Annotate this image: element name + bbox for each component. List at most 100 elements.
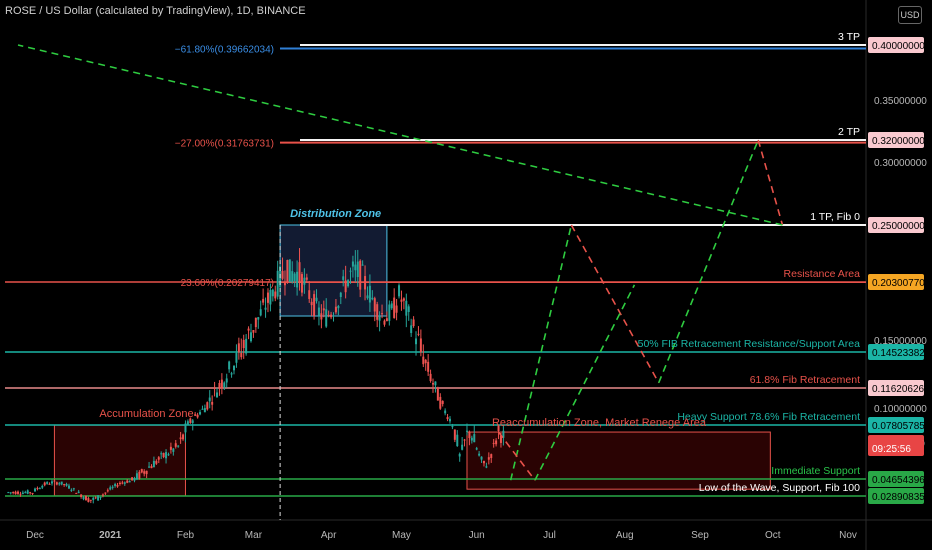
candle-body	[82, 496, 85, 500]
level-label-3: −27.00%(0.31763731)	[175, 139, 274, 150]
x-tick-label: 2021	[99, 530, 122, 541]
projection-path-0	[509, 224, 573, 481]
candle-body	[177, 445, 180, 447]
candle-body	[106, 490, 109, 492]
candle-body	[121, 482, 124, 484]
candle-body	[441, 400, 444, 404]
candle-body	[286, 259, 289, 282]
price-tag-6: 0.07805785	[872, 421, 925, 432]
x-tick-label: Jun	[469, 530, 485, 541]
candle-body	[201, 408, 204, 410]
candle-body	[38, 488, 41, 490]
candle-body	[75, 492, 78, 494]
candle-body	[448, 418, 451, 422]
candle-body	[381, 313, 384, 315]
candle-body	[131, 477, 134, 481]
candle-body	[393, 297, 396, 318]
x-tick-label: Aug	[616, 530, 634, 541]
candle-body	[138, 471, 141, 479]
candle-body	[296, 271, 299, 288]
currency-button[interactable]: USD	[898, 6, 922, 24]
candle-body	[213, 387, 216, 389]
candle-body	[303, 277, 306, 285]
level-label-7: 50% FIB Retracement Resistance/Support A…	[638, 338, 861, 350]
candle-body	[385, 318, 388, 322]
candle-body	[495, 440, 498, 445]
candle-body	[417, 333, 420, 335]
x-tick-label: Oct	[765, 530, 781, 541]
candle-body	[487, 457, 490, 460]
candle-body	[211, 401, 214, 405]
candle-body	[216, 392, 219, 398]
candle-body	[150, 466, 153, 469]
candle-body	[194, 414, 197, 416]
candle-body	[116, 484, 119, 487]
candle-body	[439, 396, 442, 409]
candle-body	[186, 421, 189, 425]
level-label-5: Resistance Area	[784, 268, 861, 280]
price-tag-4: 0.14523382	[872, 348, 925, 359]
candle-body	[167, 454, 170, 456]
candle-body	[29, 492, 32, 494]
candle-body	[485, 466, 488, 468]
candle-body	[165, 452, 168, 459]
candle-body	[34, 488, 36, 492]
candle-body	[434, 381, 437, 386]
level-label-2: 2 TP	[838, 126, 860, 138]
candle-body	[332, 315, 335, 317]
candle-body	[359, 260, 362, 290]
candle-body	[196, 414, 199, 418]
candle-body	[315, 297, 318, 302]
y-tick-label: 0.35000000	[874, 96, 927, 107]
candle-body	[429, 373, 432, 382]
price-tag-bg-3	[868, 274, 924, 290]
candle-body	[230, 373, 233, 375]
candle-body	[419, 338, 422, 353]
projection-path-1	[570, 224, 660, 384]
candle-body	[499, 435, 502, 443]
candle-body	[432, 383, 435, 385]
zone-label-2: Reaccumulation Zone, Market Renege Area	[492, 417, 707, 429]
candle-body	[347, 280, 350, 287]
candle-body	[9, 492, 12, 494]
candle-body	[354, 264, 357, 271]
candle-body	[395, 305, 398, 313]
candle-body	[427, 361, 430, 372]
projection-path-2	[657, 139, 759, 384]
candle-body	[322, 308, 325, 311]
candle-body	[402, 298, 405, 301]
candle-body	[378, 316, 381, 321]
candle-body	[43, 482, 46, 486]
candle-body	[12, 491, 15, 493]
candle-body	[104, 492, 107, 494]
candle-body	[50, 481, 53, 484]
candle-body	[274, 291, 277, 299]
y-tick-label: 0.10000000	[874, 404, 927, 415]
candle-body	[334, 306, 337, 313]
candle-body	[475, 448, 478, 450]
price-tag-bg-4	[868, 344, 924, 360]
candle-body	[99, 496, 102, 498]
candle-body	[337, 306, 340, 309]
price-tag-8: 09:25:56	[872, 444, 911, 455]
candle-body	[46, 482, 49, 484]
level-label-10: Immediate Support	[771, 465, 860, 477]
level-label-0: 3 TP	[838, 31, 860, 43]
candle-body	[383, 320, 386, 325]
candle-body	[257, 317, 260, 320]
candle-body	[172, 448, 175, 452]
candle-body	[293, 273, 296, 281]
candle-body	[118, 482, 121, 484]
candle-body	[228, 361, 231, 370]
candle-body	[281, 270, 284, 279]
level-label-9: Heavy Support 78.6% Fib Retracement	[677, 411, 860, 423]
candle-body	[264, 307, 267, 310]
chart-title: ROSE / US Dollar (calculated by TradingV…	[5, 5, 306, 17]
candle-body	[344, 280, 347, 293]
candle-body	[320, 313, 323, 320]
x-tick-label: Feb	[177, 530, 195, 541]
candle-body	[140, 469, 143, 473]
candle-body	[220, 379, 223, 389]
candle-body	[298, 262, 301, 283]
